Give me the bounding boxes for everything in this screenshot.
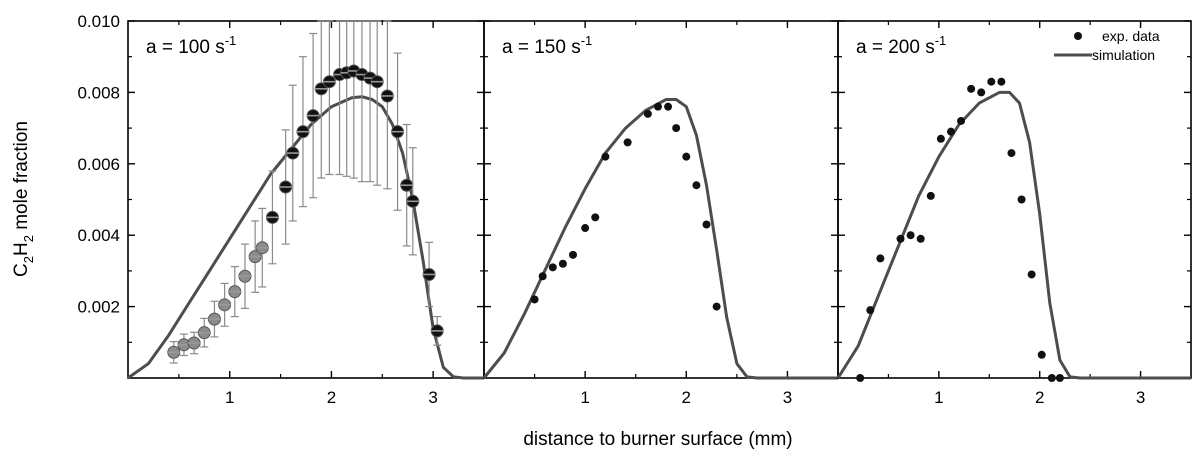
y-axis-label-rest: mole fraction <box>11 121 32 235</box>
exp-data-point <box>906 231 915 240</box>
panel-3: 1 2 3 a = 200 s-1 <box>836 20 1192 407</box>
exp-data-point <box>581 224 590 233</box>
exp-data-point <box>967 84 976 93</box>
legend-label: simulation <box>1092 47 1155 63</box>
exp-data-point <box>1055 374 1064 382</box>
exp-data-point <box>977 88 986 97</box>
x-tick-label: 1 <box>580 388 589 407</box>
exp-data-point <box>692 181 701 190</box>
exp-data-point <box>926 191 935 200</box>
exp-data-point <box>936 134 945 143</box>
panel-1: 1 2 3 0.002 0.004 0.006 0.008 0.010 a = 100 s-1 <box>77 12 485 407</box>
panel-label-superscript: -1 <box>581 33 593 48</box>
exp-data-point <box>653 102 662 111</box>
exp-data-point <box>672 124 681 133</box>
exp-data-point <box>1007 149 1016 158</box>
legend: exp. data simulation <box>1054 28 1160 63</box>
exp-data-point <box>987 77 996 86</box>
simulation-line <box>836 90 1191 380</box>
exp-data-point <box>538 272 547 281</box>
x-tick-label: 1 <box>934 388 943 407</box>
exp-data-point <box>1027 270 1036 279</box>
legend-item: exp. data <box>1074 28 1160 44</box>
x-tick-label: 1 <box>225 388 234 407</box>
y-axis-label: C2H2 mole fraction <box>11 121 36 277</box>
y-tick-label: 0.008 <box>77 83 120 102</box>
x-tick-label: 3 <box>1136 388 1145 407</box>
x-tick-label: 2 <box>682 388 691 407</box>
y-axis-label-sub-1: 2 <box>21 256 36 263</box>
legend-label: exp. data <box>1102 28 1160 44</box>
simulation-line <box>482 98 838 380</box>
exp-data-point <box>856 374 865 382</box>
legend-marker <box>1074 32 1082 40</box>
y-axis-label-sub-2: 2 <box>21 235 36 242</box>
exp-data-point <box>1017 195 1026 204</box>
exp-data-point <box>997 77 1006 86</box>
panel-frame <box>127 20 485 379</box>
panel-label: a = 100 s-1 <box>146 33 236 58</box>
x-tick-label: 2 <box>327 388 336 407</box>
panel-frame <box>483 20 839 379</box>
panel-label-main: a = 150 s <box>502 37 581 58</box>
panel-label: a = 200 s-1 <box>856 33 946 58</box>
simulation-line <box>127 95 484 380</box>
exp-data-point <box>866 306 875 315</box>
exp-data-point <box>591 213 600 222</box>
y-tick-label: 0.010 <box>77 12 120 31</box>
exp-data-point <box>1047 374 1056 382</box>
panel-label-superscript: -1 <box>225 33 237 48</box>
x-tick-label: 2 <box>1035 388 1044 407</box>
y-tick-label: 0.002 <box>77 298 120 317</box>
panel-label: a = 150 s-1 <box>502 33 592 58</box>
exp-data-point <box>548 263 557 272</box>
panel-2: 1 2 3 a = 150 s-1 <box>482 20 839 407</box>
exp-data-point <box>664 102 673 111</box>
x-axis-label: distance to burner surface (mm) <box>523 429 792 450</box>
exp-data-point <box>712 302 721 311</box>
y-tick-label: 0.004 <box>77 226 120 245</box>
x-tick-label: 3 <box>783 388 792 407</box>
exp-data-point <box>530 295 539 304</box>
exp-data-point <box>601 152 610 161</box>
exp-data-point <box>623 138 632 147</box>
panel-label-superscript: -1 <box>935 33 947 48</box>
exp-data-point <box>1037 350 1046 359</box>
exp-data-point <box>957 116 966 125</box>
exp-data-point <box>896 234 905 243</box>
exp-data-point <box>946 127 955 136</box>
y-tick-label: 0.006 <box>77 155 120 174</box>
x-tick-label: 3 <box>428 388 437 407</box>
exp-data-point <box>558 259 567 268</box>
exp-data-point <box>876 254 885 263</box>
panel-label-main: a = 200 s <box>856 37 935 58</box>
exp-data-point <box>682 152 691 161</box>
y-axis-label-h: H <box>11 242 32 256</box>
exp-data-point <box>916 234 925 243</box>
exp-data-point <box>643 109 652 118</box>
y-axis-label-c: C <box>11 263 32 277</box>
panel-label-main: a = 100 s <box>146 37 225 58</box>
panel-frame <box>837 20 1192 379</box>
legend-item: simulation <box>1054 47 1155 63</box>
exp-data-point <box>702 220 711 229</box>
exp-data-point <box>569 250 578 259</box>
